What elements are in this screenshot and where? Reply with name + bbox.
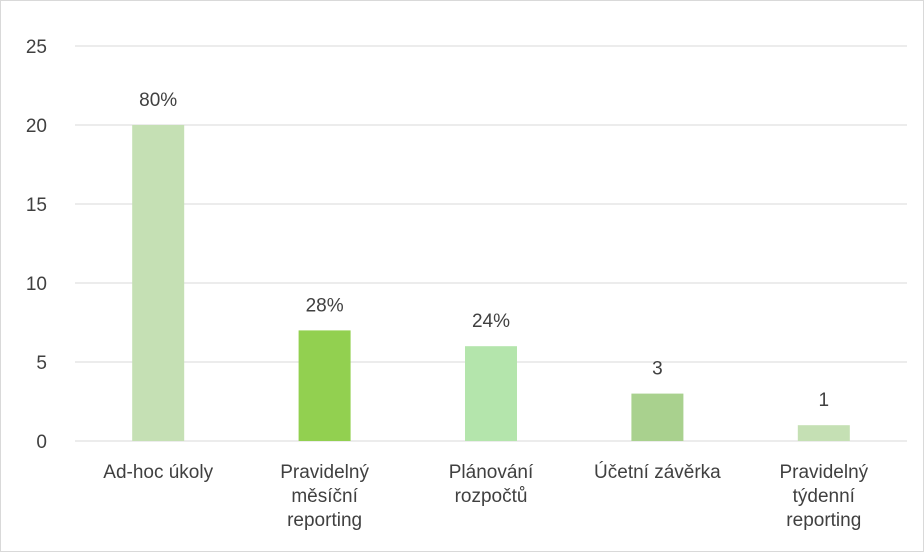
data-label: 1 <box>819 390 830 411</box>
gridlines <box>75 45 907 442</box>
bar <box>132 125 185 441</box>
data-label: 3 <box>652 359 663 380</box>
category-label: Účetní závěrka <box>594 461 721 483</box>
bar <box>298 330 351 441</box>
category-label: Pravidelný <box>779 462 868 483</box>
data-labels: 80% 28% 24% 3 1 <box>139 90 829 411</box>
category-label: reporting <box>287 510 362 531</box>
category-label: rozpočtů <box>455 486 528 507</box>
bars <box>132 125 850 441</box>
data-label: 24% <box>472 311 510 332</box>
data-label: 28% <box>306 295 344 316</box>
category-label: Pravidelný <box>280 462 369 483</box>
category-label: měsíční <box>291 486 358 507</box>
y-tick-label: 5 <box>36 353 47 374</box>
y-tick-label: 20 <box>26 116 47 137</box>
y-axis-tick-labels: 0 5 10 15 20 25 <box>26 37 47 453</box>
bar <box>465 346 517 441</box>
category-label: týdenní <box>793 486 856 507</box>
category-label: Ad-hoc úkoly <box>103 462 213 483</box>
y-tick-label: 15 <box>26 195 47 216</box>
category-label: reporting <box>786 510 861 531</box>
bar <box>797 425 850 441</box>
bar <box>631 393 684 441</box>
y-tick-label: 10 <box>26 274 47 295</box>
data-label: 80% <box>139 90 177 111</box>
x-axis-category-labels: Ad-hoc úkoly Pravidelný měsíční reporting Pl… <box>103 461 868 531</box>
y-tick-label: 0 <box>36 432 47 453</box>
y-tick-label: 25 <box>26 37 47 58</box>
category-label: Plánování <box>449 462 534 483</box>
